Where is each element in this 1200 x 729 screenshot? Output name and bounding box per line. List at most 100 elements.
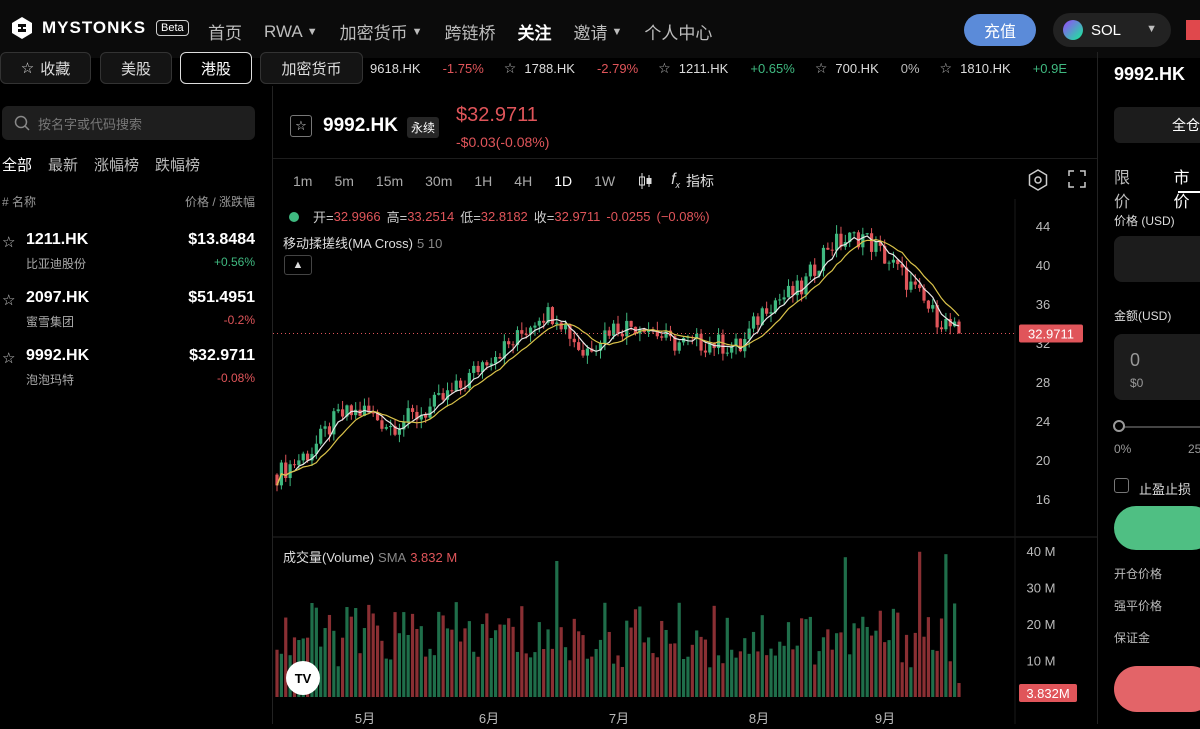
deposit-button[interactable]: 充值	[964, 14, 1036, 46]
star-icon[interactable]: ☆	[2, 233, 15, 251]
candle-type-icon[interactable]	[637, 171, 653, 191]
category-hk-stocks[interactable]: 港股	[180, 52, 252, 84]
solana-icon	[1063, 20, 1083, 40]
category-crypto[interactable]: 加密货币	[260, 52, 363, 84]
candle-body	[450, 390, 453, 391]
volume-bar	[730, 650, 733, 697]
star-icon[interactable]: ☆	[940, 60, 953, 77]
tf-1d[interactable]: 1D	[554, 173, 572, 189]
tpsl-checkbox[interactable]	[1114, 478, 1129, 493]
fullscreen-icon[interactable]	[1068, 170, 1086, 188]
logo[interactable]: MYSTONKS Beta	[10, 16, 189, 40]
nav-label: 首页	[208, 19, 242, 44]
filter-losers[interactable]: 跌幅榜	[155, 154, 200, 175]
nav-item-4[interactable]: 关注	[518, 19, 552, 44]
volume-bar	[787, 622, 790, 697]
nav-item-1[interactable]: RWA▼	[264, 22, 318, 42]
tf-4h[interactable]: 4H	[514, 173, 532, 189]
candle-body	[704, 351, 707, 353]
star-icon[interactable]: ☆	[2, 291, 15, 309]
ma-name: 移动揉搓线(MA Cross)	[283, 236, 413, 251]
volume-bar	[783, 646, 786, 697]
tab-limit[interactable]: 限价	[1114, 164, 1142, 212]
filter-gainers[interactable]: 涨幅榜	[94, 154, 139, 175]
nav-item-5[interactable]: 邀请▼	[574, 19, 623, 44]
tf-1w[interactable]: 1W	[594, 173, 615, 189]
volume-bar	[695, 630, 698, 697]
candle-body	[721, 335, 724, 354]
nav-item-3[interactable]: 跨链桥	[445, 19, 496, 44]
star-icon[interactable]: ☆	[658, 60, 671, 77]
filter-latest[interactable]: 最新	[48, 154, 78, 175]
slider-label-0: 0%	[1114, 442, 1131, 456]
amount-slider-handle[interactable]	[1113, 420, 1125, 432]
tf-1m[interactable]: 1m	[293, 173, 312, 189]
volume-bar	[944, 554, 947, 697]
candle-body	[319, 429, 322, 444]
star-icon[interactable]: ☆	[504, 60, 517, 77]
candle-body	[555, 323, 558, 325]
chain-selector[interactable]: SOL ▼	[1053, 13, 1171, 47]
tf-1h[interactable]: 1H	[474, 173, 492, 189]
volume-bar	[415, 629, 418, 697]
high-value: 33.2514	[407, 209, 454, 224]
price-input[interactable]	[1114, 236, 1200, 282]
filter-all[interactable]: 全部	[2, 154, 32, 175]
volume-bar	[380, 641, 383, 697]
candle-body	[630, 321, 633, 327]
volume-bar	[323, 628, 326, 697]
candle-body	[437, 393, 440, 395]
sell-button[interactable]	[1114, 666, 1200, 712]
category-us-stocks[interactable]: 美股	[100, 52, 172, 84]
tab-underline	[1178, 191, 1200, 193]
ticker-item[interactable]: ☆1788.HK-2.79%	[504, 60, 638, 77]
candle-body	[398, 429, 401, 434]
ticker-item[interactable]: 9618.HK-1.75%	[370, 61, 484, 76]
volume-bar	[721, 663, 724, 697]
tradingview-logo[interactable]: TV	[286, 661, 320, 695]
settings-icon[interactable]	[1027, 168, 1049, 192]
tf-30m[interactable]: 30m	[425, 173, 452, 189]
candle-body	[551, 307, 554, 324]
candle-body	[511, 344, 514, 345]
volume-name: 成交量(Volume)	[283, 550, 374, 565]
candle-body	[472, 366, 475, 373]
buy-button[interactable]	[1114, 506, 1200, 550]
nav-item-2[interactable]: 加密货币▼	[340, 19, 423, 44]
collapse-legend-button[interactable]: ▲	[284, 255, 312, 275]
volume-bar	[372, 613, 375, 697]
perp-badge: 永续	[407, 117, 439, 138]
ticker-item[interactable]: ☆1211.HK+0.65%	[658, 60, 795, 77]
amount-slider-track[interactable]	[1120, 426, 1200, 428]
category-favorites[interactable]: ☆收藏	[0, 52, 91, 84]
ticker-item[interactable]: ☆1810.HK+0.9E	[940, 60, 1068, 77]
search-input[interactable]: 按名字或代码搜索	[2, 106, 255, 140]
open-label: 开=	[313, 207, 334, 226]
tab-market[interactable]: 市价	[1174, 164, 1200, 212]
volume-tick-label: 30 M	[1027, 581, 1056, 596]
star-icon[interactable]: ☆	[815, 60, 828, 77]
candle-body	[835, 234, 838, 251]
col-name: # 名称	[2, 193, 36, 210]
menu-icon[interactable]	[1186, 20, 1200, 40]
margin-mode-button[interactable]: 全仓	[1114, 107, 1200, 143]
star-icon[interactable]: ☆	[2, 349, 15, 367]
indicators-button[interactable]: 指标	[686, 171, 714, 191]
nav-item-0[interactable]: 首页	[208, 19, 242, 44]
category-row: ☆收藏 美股 港股 加密货币 9618.HK-1.75% ☆1788.HK-2.7…	[0, 52, 1098, 86]
favorite-star-icon[interactable]: ☆	[290, 115, 312, 137]
x-tick-label: 8月	[749, 711, 769, 724]
fx-icon[interactable]: fx	[671, 171, 680, 190]
amount-input[interactable]	[1114, 334, 1200, 400]
volume-bar	[472, 652, 475, 697]
tf-15m[interactable]: 15m	[376, 173, 403, 189]
candle-body	[542, 321, 545, 323]
nav-item-6[interactable]: 个人中心	[644, 19, 712, 44]
tf-5m[interactable]: 5m	[334, 173, 353, 189]
